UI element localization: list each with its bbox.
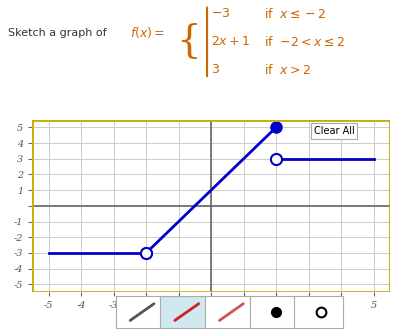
Text: if  $-2 < x \leq 2$: if $-2 < x \leq 2$ <box>263 35 344 49</box>
FancyBboxPatch shape <box>205 296 253 328</box>
Text: $f(x)=$: $f(x)=$ <box>130 25 165 40</box>
Text: $3$: $3$ <box>211 63 220 76</box>
FancyBboxPatch shape <box>294 296 342 328</box>
Text: Sketch a graph of: Sketch a graph of <box>8 28 113 38</box>
Text: $2x+1$: $2x+1$ <box>211 35 250 48</box>
FancyBboxPatch shape <box>115 296 164 328</box>
Text: if  $x > 2$: if $x > 2$ <box>263 63 310 77</box>
Text: {: { <box>176 23 200 60</box>
Text: Clear All: Clear All <box>313 126 354 136</box>
Text: $-3$: $-3$ <box>211 7 230 21</box>
FancyBboxPatch shape <box>249 296 298 328</box>
Text: if  $x \leq -2$: if $x \leq -2$ <box>263 7 326 21</box>
FancyBboxPatch shape <box>160 296 209 328</box>
